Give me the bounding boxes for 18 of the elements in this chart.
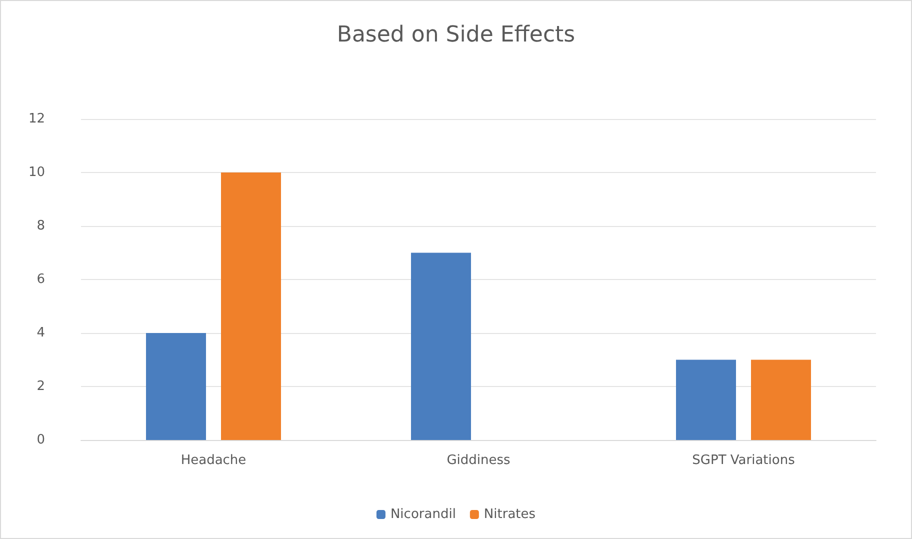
bar — [411, 252, 471, 440]
y-tick-label: 4 — [36, 326, 45, 340]
legend-label: Nicorandil — [390, 507, 456, 522]
bar — [221, 172, 281, 440]
bar — [676, 360, 736, 440]
chart-title: Based on Side Effects — [336, 22, 576, 48]
y-tick-label: 12 — [28, 112, 45, 126]
y-tick-label: 2 — [36, 379, 45, 394]
x-tick-label: Giddiness — [446, 453, 511, 468]
y-tick-label: 0 — [36, 432, 45, 448]
y-tick-label: 6 — [36, 272, 45, 287]
legend-label: Nitrates — [484, 507, 536, 522]
bar — [146, 333, 206, 440]
x-tick-label: SGPT Variations — [692, 453, 796, 468]
x-tick-label: Headache — [180, 453, 246, 468]
y-tick-label: 8 — [36, 218, 45, 234]
bar — [751, 360, 811, 440]
y-tick-label: 10 — [28, 165, 45, 180]
